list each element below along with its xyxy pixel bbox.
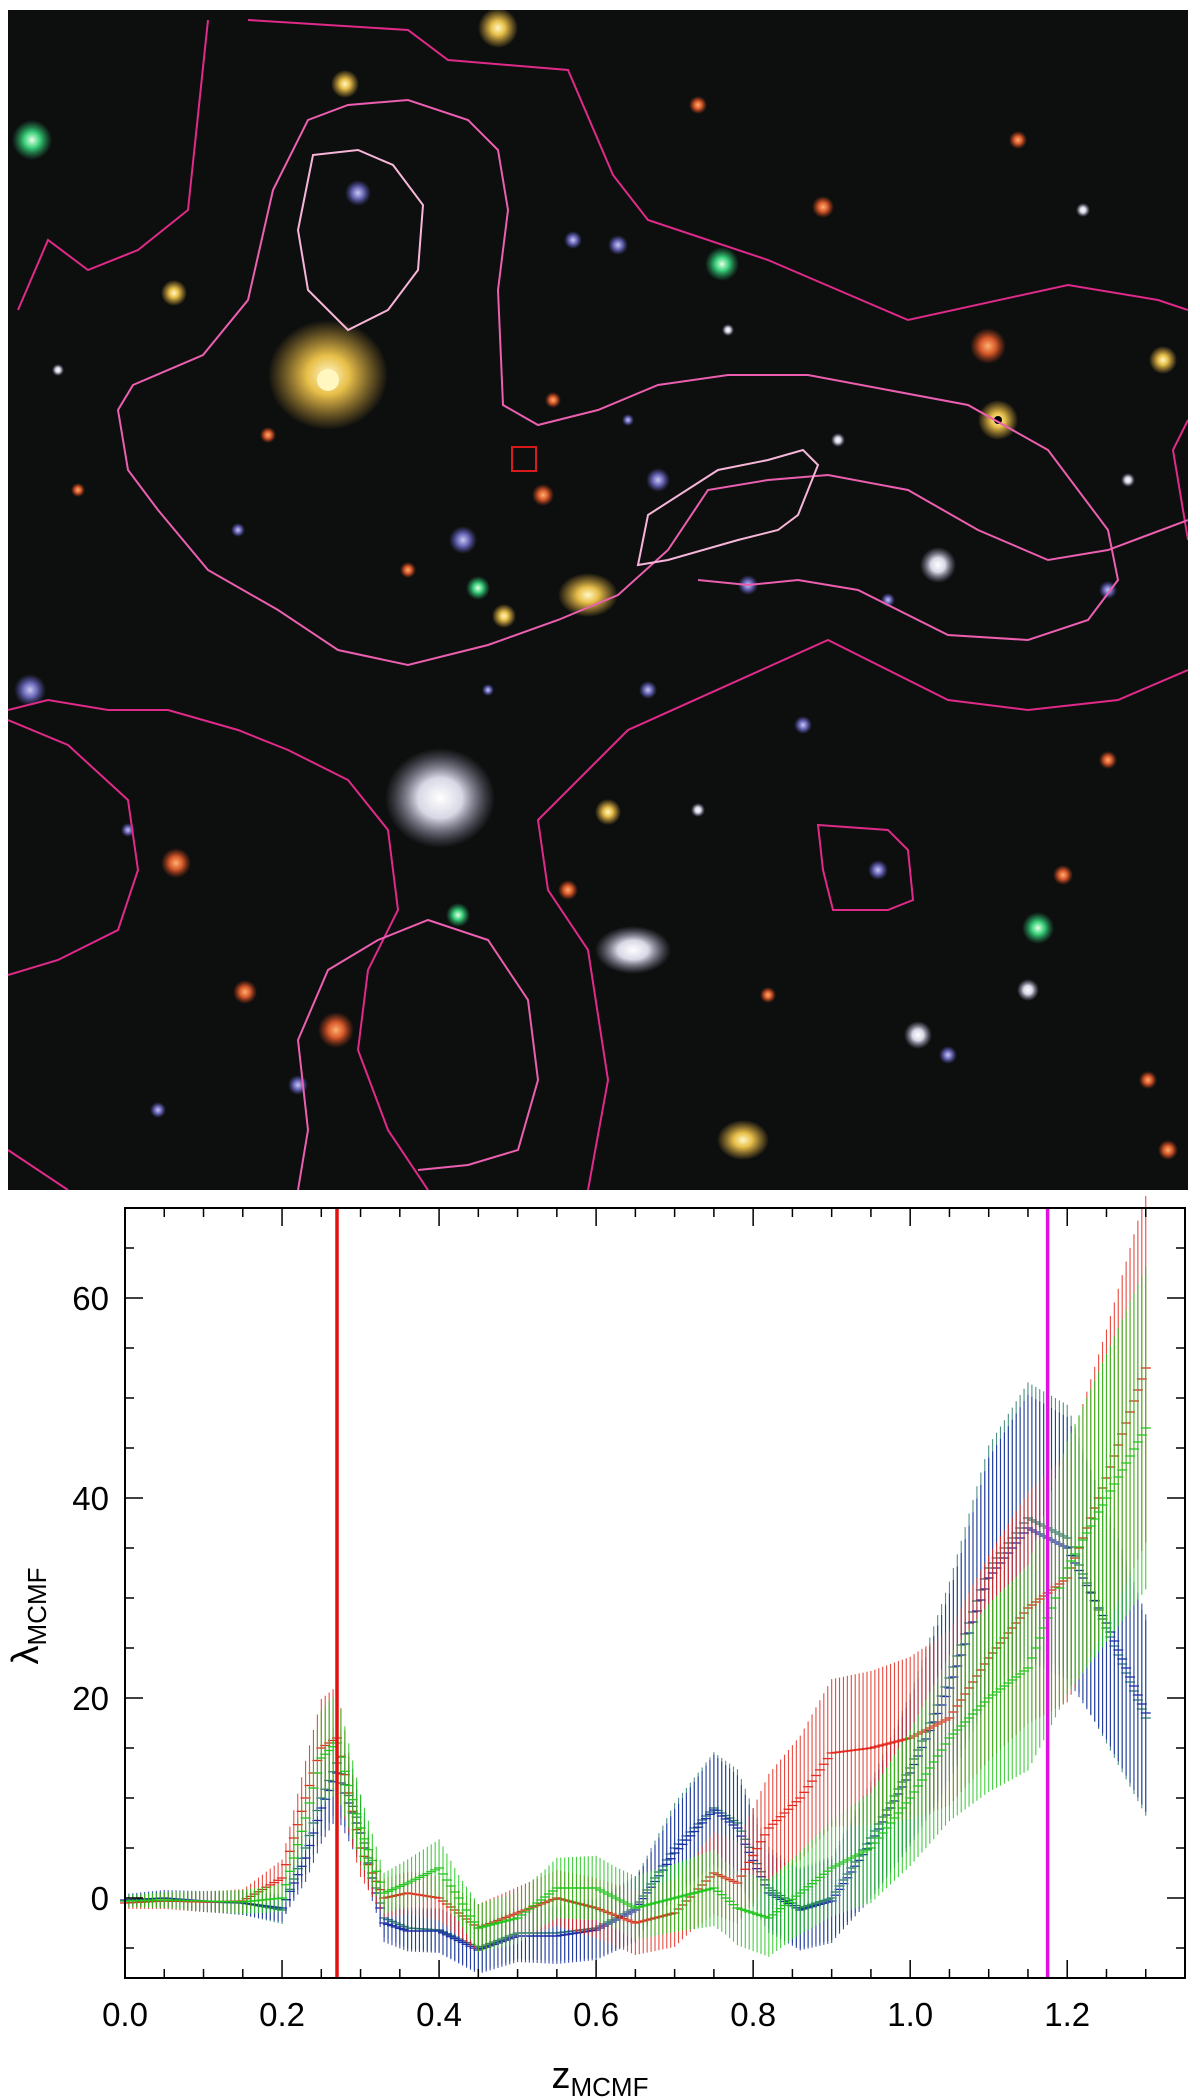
x-tick-label: 0.2 — [259, 1996, 305, 2033]
x-tick-label: 0.4 — [416, 1996, 462, 2033]
x-tick-label: 1.2 — [1044, 1996, 1090, 2033]
y-tick-label: 20 — [72, 1680, 109, 1717]
cluster-center-marker — [511, 446, 537, 472]
sky-image — [8, 10, 1188, 1190]
chart-marks — [120, 1196, 1151, 1978]
y-axis-label-sub: MCMF — [22, 1568, 52, 1646]
y-axis-label-main: λ — [5, 1645, 47, 1664]
axis-ticks — [124, 1208, 1186, 1978]
plot-frame — [124, 1207, 1186, 1979]
x-axis-label-sub: MCMF — [571, 2072, 649, 2098]
density-contours — [8, 19, 1188, 1190]
sky-sources — [12, 10, 1178, 1160]
x-tick-label: 0.0 — [102, 1996, 148, 2033]
x-axis-label-main: z — [552, 2055, 571, 2097]
y-tick-label: 0 — [91, 1880, 109, 1917]
x-tick-label: 0.6 — [573, 1996, 619, 2033]
x-tick-label: 0.8 — [730, 1996, 776, 2033]
richness-redshift-chart: 0.0 0.2 0.4 0.6 0.8 1.0 1.2 0 20 40 60 zMCMF λMCMF — [0, 1196, 1200, 2098]
y-tick-label: 40 — [72, 1480, 109, 1517]
x-tick-label: 1.0 — [887, 1996, 933, 2033]
axis-tick-labels: 0.0 0.2 0.4 0.6 0.8 1.0 1.2 0 20 40 60 — [72, 1280, 1090, 2033]
y-axis-label: λMCMF — [5, 1568, 52, 1665]
series-3 — [120, 1266, 1151, 1957]
y-tick-label: 60 — [72, 1280, 109, 1317]
series-2 — [120, 1196, 1151, 1955]
sky-image-panel — [8, 10, 1188, 1190]
x-axis-label: zMCMF — [552, 2055, 649, 2098]
